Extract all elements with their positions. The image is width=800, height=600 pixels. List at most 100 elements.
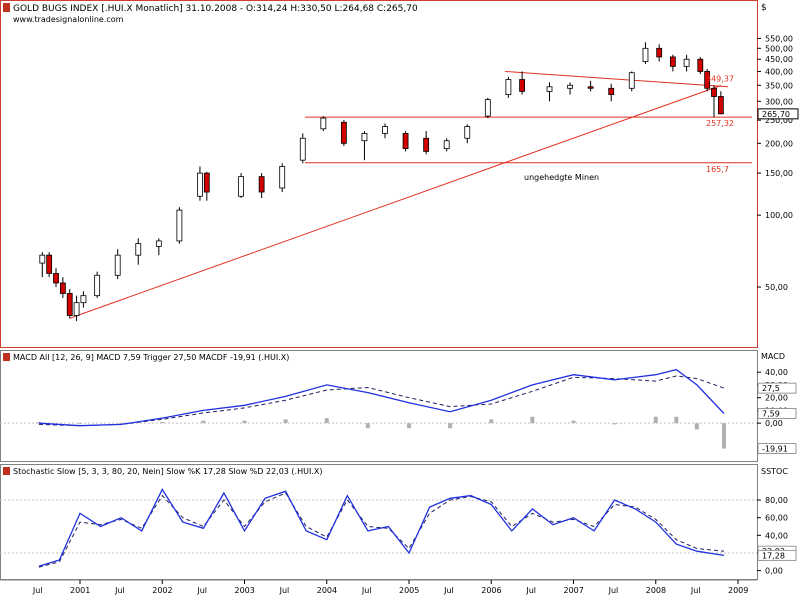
macdf-bar [612, 423, 617, 425]
last-price-label: 265,70 [762, 110, 790, 119]
stoch-axis-label: SSTOC [761, 467, 788, 476]
candle-body [402, 133, 409, 150]
candle-body [176, 209, 183, 242]
y-tick-label: 50,00 [765, 283, 788, 292]
candle-body [238, 176, 244, 197]
macdf-bar [489, 419, 494, 424]
candle-body [135, 243, 142, 256]
x-tick-label-year: 2007 [564, 586, 584, 595]
y-tick-label: 20,00 [765, 394, 788, 403]
candle-body [656, 47, 663, 58]
main-panel-header-marker [3, 3, 10, 12]
currency-label: $ [761, 3, 767, 13]
y-tick-label: 400,00 [765, 67, 793, 76]
line-value-label: 257,32 [706, 119, 734, 128]
y-tick-label: 150,00 [765, 169, 793, 178]
x-tick-label-month: Jul [32, 586, 43, 595]
candle-body [340, 121, 347, 144]
x-tick-label-year: 2002 [152, 586, 172, 595]
candle-body [299, 137, 306, 161]
macdf-bar [365, 423, 370, 429]
slow-d-line [38, 492, 725, 568]
candle-body [155, 240, 162, 247]
x-tick-label-month: Jul [690, 586, 701, 595]
candle-body [697, 58, 704, 72]
trendline [69, 84, 722, 319]
candle-body [443, 140, 450, 150]
macdf-bar [201, 420, 206, 424]
y-tick-label: 40,00 [765, 368, 788, 377]
x-tick-label-month: Jul [279, 586, 290, 595]
candle-body [683, 58, 690, 67]
y-tick-label: 0,00 [765, 567, 783, 576]
candle-body [59, 282, 66, 294]
y-tick-label: 550,00 [765, 34, 793, 43]
macd-panel-header-marker [3, 353, 10, 361]
candle-body [80, 295, 87, 304]
candle-body [628, 72, 635, 89]
macd-panel-header: MACD All [12, 26, 9] MACD 7,59 Trigger 2… [3, 353, 289, 362]
trigger-line [38, 375, 725, 427]
value-label-box [757, 443, 797, 454]
candle-body [258, 176, 265, 193]
x-tick-label-year: 2004 [317, 586, 337, 595]
y-tick-label: 80,00 [765, 496, 788, 505]
stoch-title: Stochastic Slow [5, 3, 3, 80, 20, Nein] … [13, 467, 322, 476]
macdf-bar [324, 418, 329, 424]
candle-body [505, 79, 512, 95]
annotation-ungehedgte-minen: ungehedgte Minen [524, 173, 599, 182]
macdf-bar [407, 423, 411, 429]
candle-body [361, 133, 368, 142]
macdf-bar [722, 423, 727, 449]
slow-k-line [38, 488, 725, 567]
value-label-box [757, 382, 797, 394]
macd-line [38, 368, 725, 427]
candle-body [464, 126, 471, 139]
candle-body [608, 87, 615, 95]
macdf-bar [242, 420, 247, 424]
macd-panel-frame [0, 350, 758, 462]
y-tick-label: 200,00 [765, 139, 793, 148]
main-chart-title: GOLD BUGS INDEX [.HUI.X Monatlich] 31.10… [13, 4, 418, 14]
macdf-bar [283, 419, 288, 424]
main-panel-frame [0, 0, 758, 348]
macd-axis-label: MACD [761, 352, 785, 361]
macdf-bar [530, 416, 535, 424]
y-tick-label: 350,00 [765, 81, 793, 90]
macdf-bar [571, 420, 576, 424]
candle-body [423, 137, 430, 152]
macdf-bar [674, 416, 679, 424]
value-label: -19,91 [762, 445, 788, 454]
y-tick-label: 100,00 [765, 211, 793, 220]
candle-body [39, 254, 46, 264]
x-tick-label-year: 2005 [399, 586, 419, 595]
candle-body [546, 86, 553, 92]
candle-body [711, 87, 717, 97]
candle-body [53, 273, 59, 284]
value-label-box [757, 549, 797, 561]
y-tick-label: 300,00 [765, 97, 793, 106]
x-tick-label-year: 2009 [728, 586, 748, 595]
candle-body [382, 126, 388, 134]
y-tick-label: 500,00 [765, 44, 793, 53]
candle-body [704, 71, 711, 89]
y-tick-label: 250,00 [765, 116, 793, 125]
candle-body [46, 254, 53, 274]
resistance-line [504, 70, 729, 88]
line-value-label: 349,37 [706, 74, 734, 83]
candle-body [66, 293, 73, 316]
candle-body [114, 254, 121, 276]
stoch-panel-header: Stochastic Slow [5, 3, 3, 80, 20, Nein] … [3, 467, 322, 476]
candle-body [669, 56, 676, 67]
macdf-bar [653, 416, 658, 424]
last-price-box [757, 108, 799, 120]
x-tick-label-month: Jul [443, 586, 454, 595]
candle-body [587, 86, 594, 89]
macdf-bar [448, 423, 453, 429]
x-tick-label-month: Jul [608, 586, 619, 595]
macdf-bar [36, 421, 41, 424]
x-tick-label-year: 2003 [235, 586, 255, 595]
x-tick-label-year: 2001 [70, 586, 90, 595]
macdf-bar [160, 421, 165, 424]
